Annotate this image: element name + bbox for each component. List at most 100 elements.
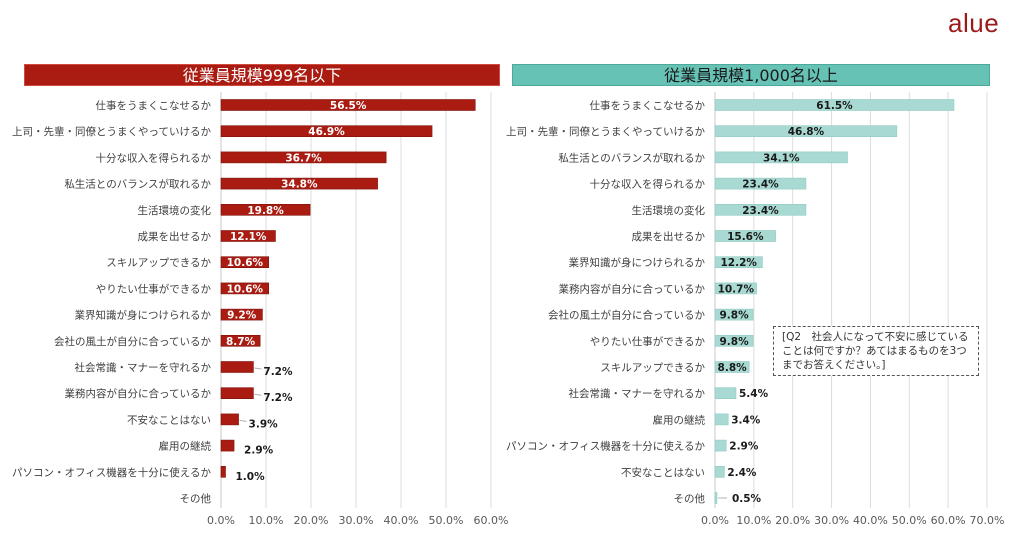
left-bar — [220, 334, 261, 347]
right-bar — [714, 465, 725, 478]
left-data-label: 34.8% — [281, 179, 318, 191]
right-category-label: スキルアップできるか — [600, 362, 705, 374]
left-bar — [220, 125, 433, 137]
left-category-label: 業務内容が自分に合っているか — [65, 387, 212, 400]
right-data-label: 2.4% — [727, 467, 757, 479]
right-category-label: 生活環境の変化 — [632, 204, 706, 217]
right-bar — [714, 361, 750, 373]
right-category-label: 業界知識が身につけられるか — [569, 256, 706, 269]
right-category-label: やりたい仕事ができるか — [590, 335, 706, 348]
right-chart-title: 従業員規模1,000名以上 — [512, 64, 990, 86]
left-bar — [220, 282, 270, 295]
right-x-tick-label: 60.0% — [931, 514, 966, 527]
right-bar — [714, 308, 754, 321]
left-category-label: 雇用の継続 — [159, 440, 212, 453]
left-bar — [220, 204, 311, 216]
left-data-label: 36.7% — [285, 152, 322, 164]
left-category-label: 生活環境の変化 — [138, 204, 212, 217]
left-category-label: 不安なことはない — [127, 413, 211, 426]
right-x-tick-label: 10.0% — [736, 514, 771, 527]
right-bar — [714, 413, 729, 426]
right-data-label: 3.4% — [731, 414, 761, 426]
right-x-tick-label: 0.0% — [701, 514, 729, 527]
left-bar — [220, 308, 263, 321]
left-category-label: 社会常識・マナーを守れるか — [75, 361, 212, 374]
left-category-label: 私生活とのバランスが取れるか — [64, 178, 211, 191]
right-bar — [714, 151, 848, 164]
left-bar — [220, 177, 378, 190]
left-x-tick-label: 40.0% — [384, 514, 419, 527]
left-x-tick-label: 30.0% — [339, 514, 374, 527]
question-note: [Q2 社会人になって不安に感じていることは何ですか？あてはまるものを3つまでお… — [773, 326, 979, 376]
right-x-tick-label: 70.0% — [970, 514, 1005, 527]
left-category-label: 十分な収入を得られるか — [96, 151, 212, 164]
left-data-label: 19.8% — [247, 205, 284, 217]
right-category-label: 会社の風土が自分に合っているか — [548, 309, 705, 322]
right-category-label: 仕事をうまくこなせるか — [590, 99, 706, 112]
left-x-tick-label: 50.0% — [429, 514, 464, 527]
left-data-label: 56.5% — [330, 100, 367, 112]
right-data-label: 9.8% — [719, 336, 749, 348]
left-data-label: 1.0% — [236, 471, 266, 483]
right-data-label: 12.2% — [720, 257, 757, 269]
right-x-tick-label: 30.0% — [814, 514, 849, 527]
right-x-tick-label: 20.0% — [775, 514, 810, 527]
left-x-tick-label: 20.0% — [294, 514, 329, 527]
right-category-label: 業務内容が自分に合っているか — [559, 282, 706, 295]
left-leader-line — [254, 367, 262, 370]
right-bar — [714, 387, 737, 400]
left-leader-line — [239, 419, 247, 422]
right-data-label: 15.6% — [727, 231, 764, 243]
left-category-label: 成果を出せるか — [138, 230, 212, 243]
right-bar — [714, 256, 763, 269]
right-data-label: 8.8% — [718, 362, 748, 374]
left-category-label: パソコン・オフィス機器を十分に使えるか — [12, 466, 211, 479]
left-bar — [220, 256, 270, 269]
left-leader-line — [254, 393, 262, 396]
right-data-label: 23.4% — [742, 205, 779, 217]
right-category-label: その他 — [674, 492, 706, 505]
right-bar — [714, 282, 757, 295]
right-data-label: 9.8% — [719, 310, 749, 322]
right-data-label: 23.4% — [742, 179, 779, 191]
right-data-label: 5.4% — [739, 388, 769, 400]
left-x-tick-label: 60.0% — [474, 514, 509, 527]
left-data-label: 10.6% — [227, 283, 264, 295]
left-category-label: 上司・先輩・同僚とうまくやっていけるか — [12, 125, 211, 138]
left-data-label: 8.7% — [226, 336, 256, 348]
right-category-label: 社会常識・マナーを守れるか — [569, 387, 706, 400]
left-bar — [220, 99, 476, 111]
right-bar — [714, 99, 955, 111]
right-category-label: 雇用の継続 — [653, 413, 706, 426]
right-category-label: 十分な収入を得られるか — [590, 178, 706, 191]
right-data-label: 61.5% — [816, 100, 853, 112]
left-category-label: やりたい仕事ができるか — [96, 282, 212, 295]
left-bar — [220, 387, 254, 400]
right-category-label: 不安なことはない — [621, 466, 705, 479]
left-category-label: その他 — [180, 492, 212, 505]
left-category-label: 業界知識が身につけられるか — [75, 309, 212, 322]
left-x-tick-label: 0.0% — [207, 514, 235, 527]
left-data-label: 2.9% — [244, 445, 274, 457]
brand-logo: alue — [948, 8, 1000, 38]
left-data-label: 9.2% — [227, 310, 257, 322]
right-bar — [714, 125, 898, 137]
right-data-label: 34.1% — [763, 152, 800, 164]
left-category-label: 仕事をうまくこなせるか — [96, 99, 212, 112]
right-category-label: 上司・先輩・同僚とうまくやっていけるか — [506, 125, 705, 138]
right-data-label: 46.8% — [788, 126, 825, 138]
right-data-label: 2.9% — [729, 441, 759, 453]
right-category-label: パソコン・オフィス機器を十分に使えるか — [506, 440, 705, 453]
right-bar — [714, 492, 718, 504]
right-bar — [714, 334, 754, 347]
left-bar — [220, 361, 254, 373]
left-bar — [220, 151, 387, 164]
left-bar — [220, 439, 235, 452]
left-data-label: 10.6% — [227, 257, 264, 269]
left-data-label: 3.9% — [249, 418, 279, 430]
left-bar — [220, 413, 239, 426]
left-data-label: 7.2% — [263, 366, 293, 378]
right-bar — [714, 439, 727, 452]
right-category-label: 成果を出せるか — [632, 230, 706, 243]
